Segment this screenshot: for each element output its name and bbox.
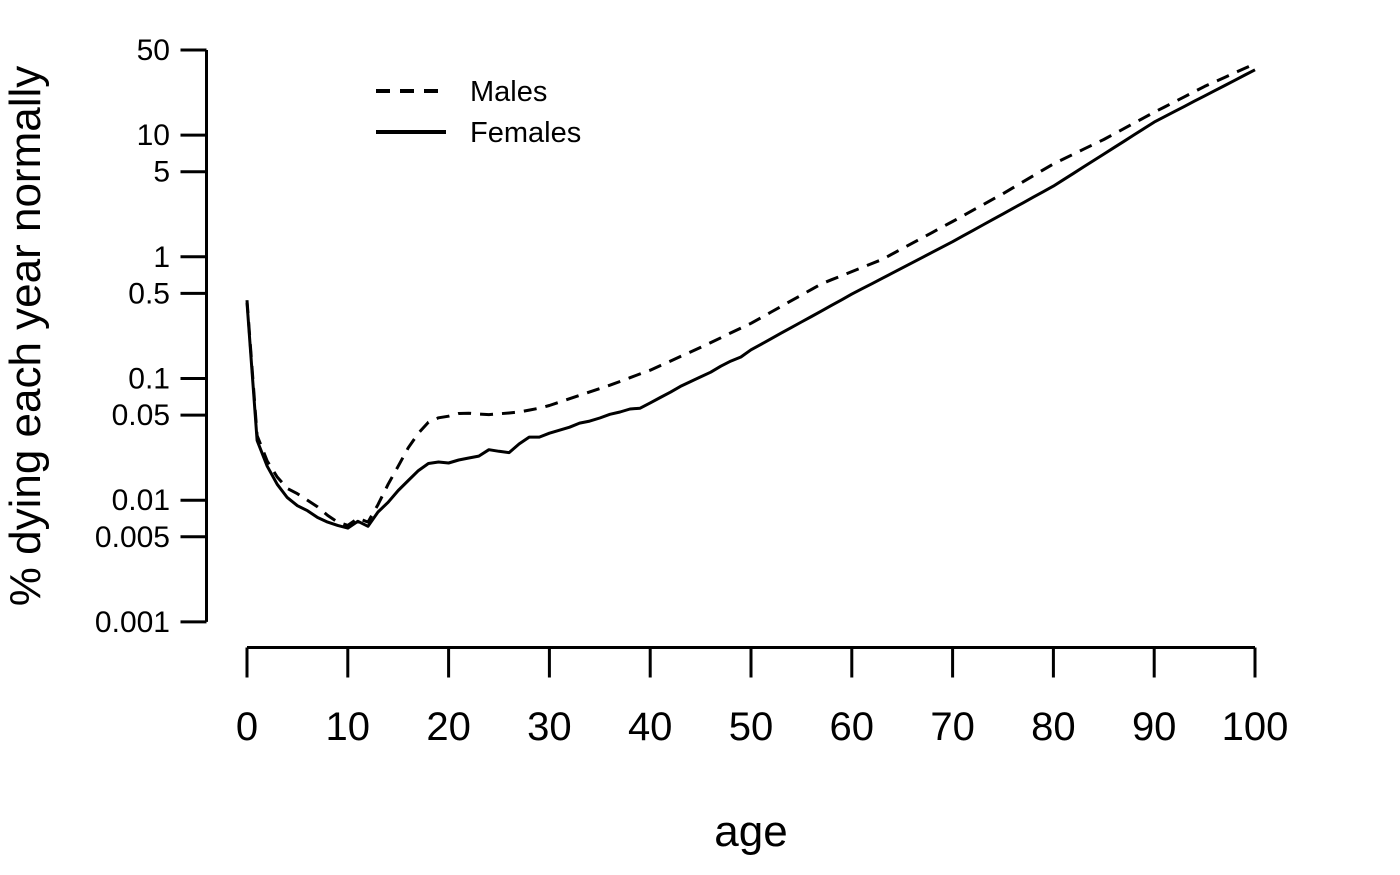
y-tick-label: 0.01 [112, 484, 170, 517]
x-tick-label: 20 [426, 705, 471, 749]
legend: Males Females [376, 76, 581, 149]
x-axis-title: age [714, 807, 787, 856]
males-line [245, 62, 1256, 527]
x-tick-label: 100 [1222, 705, 1289, 749]
x-tick-label: 80 [1031, 705, 1076, 749]
y-tick-label: 0.1 [128, 363, 170, 396]
y-tick-label: 0.005 [95, 521, 170, 554]
legend-label-females: Females [470, 117, 581, 149]
y-tick-label: 1 [153, 241, 170, 274]
y-tick-label: 0.05 [112, 399, 170, 432]
plot-area: 50 10 5 10.5 0.10.05 0.01 0.005 0.001 0 10 20 30 40 5… [95, 34, 1288, 749]
y-tick-label: 10 [137, 119, 170, 152]
y-axis-title: % dying each year normally [1, 66, 50, 606]
y-tick-label: 0.5 [128, 277, 170, 310]
x-tick-label: 50 [729, 705, 774, 749]
x-tick-label: 30 [527, 705, 572, 749]
y-tick-label: 5 [153, 156, 170, 189]
x-tick-label: 0 [236, 705, 258, 749]
females-line [245, 68, 1256, 530]
y-tick-label: 0.001 [95, 606, 170, 639]
x-tick-label: 40 [628, 705, 673, 749]
legend-label-males: Males [470, 76, 547, 108]
y-tick-label: 50 [137, 34, 170, 67]
x-tick-label: 90 [1132, 705, 1177, 749]
x-tick-label: 70 [930, 705, 975, 749]
x-tick-label: 10 [326, 705, 371, 749]
x-tick-label: 60 [830, 705, 875, 749]
